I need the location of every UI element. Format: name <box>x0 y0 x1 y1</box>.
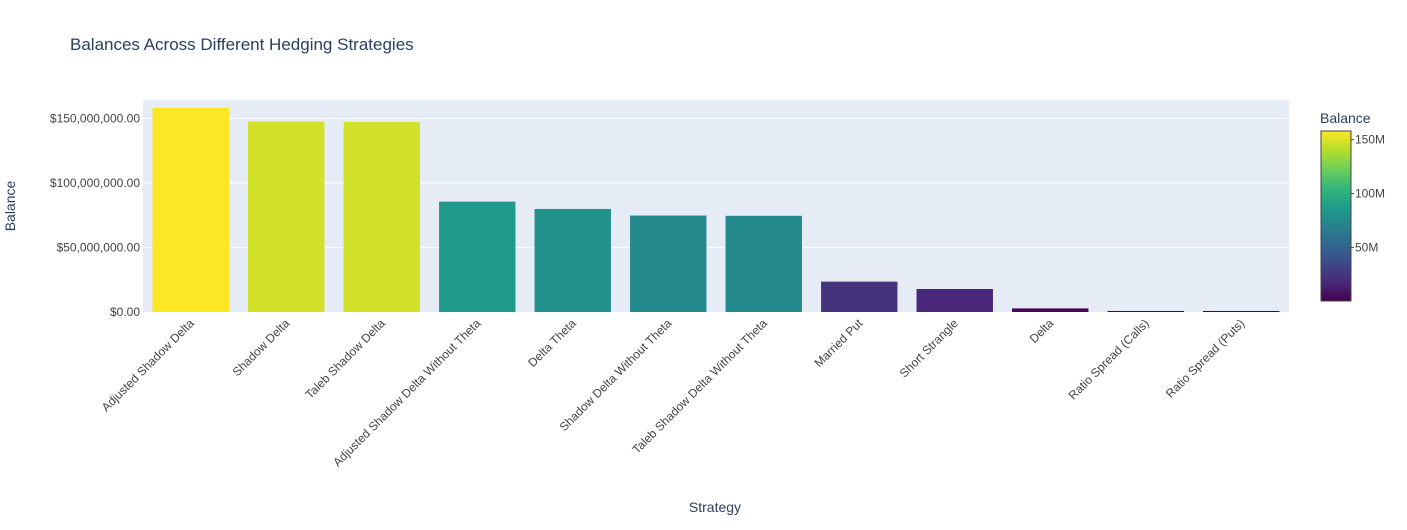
bar[interactable] <box>1012 308 1089 312</box>
bar[interactable] <box>1203 311 1280 312</box>
colorbar-tick-label: 50M <box>1355 240 1378 254</box>
x-tick-label: Delta Theta <box>525 316 579 370</box>
x-tick-label: Short Strangle <box>897 316 961 380</box>
y-tick-label: $0.00 <box>110 305 140 319</box>
x-tick-label: Ratio Spread (Puts) <box>1163 316 1247 400</box>
x-tick-label: Shadow Delta Without Theta <box>557 316 675 434</box>
y-tick-label: $100,000,000.00 <box>50 176 140 190</box>
colorbar: Balance 50M 100M 150M <box>1320 110 1385 302</box>
x-tick-label: Adjusted Shadow Delta Without Theta <box>330 316 483 469</box>
x-axis-title: Strategy <box>689 499 741 515</box>
bar[interactable] <box>725 215 802 312</box>
bar[interactable] <box>343 121 420 312</box>
colorbar-title: Balance <box>1320 110 1371 126</box>
x-tick-label: Married Put <box>812 316 866 370</box>
bar[interactable] <box>534 208 611 312</box>
bar[interactable] <box>152 108 229 312</box>
colorbar-gradient <box>1320 130 1352 302</box>
x-tick-label: Delta <box>1027 316 1057 346</box>
bar[interactable] <box>630 215 707 312</box>
x-tick-label: Taleb Shadow Delta <box>302 316 388 402</box>
bar[interactable] <box>1107 311 1184 312</box>
x-tick-label: Ratio Spread (Calls) <box>1066 316 1152 402</box>
grid-lines <box>143 117 1289 248</box>
colorbar-tick-labels: 50M 100M 150M <box>1351 133 1385 254</box>
x-tick-label: Shadow Delta <box>230 316 293 379</box>
x-tick-label: Adjusted Shadow Delta <box>99 316 197 414</box>
y-axis-title: Balance <box>2 180 18 231</box>
bar[interactable] <box>439 201 516 312</box>
plot-area <box>143 100 1289 312</box>
bar[interactable] <box>248 121 325 312</box>
colorbar-tick-label: 100M <box>1355 187 1385 201</box>
y-axis-tick-labels: $0.00 $50,000,000.00 $100,000,000.00 $150,0… <box>50 111 140 319</box>
y-tick-label: $50,000,000.00 <box>57 240 141 254</box>
bars <box>152 108 1280 312</box>
bar[interactable] <box>821 281 898 312</box>
colorbar-tick-label: 150M <box>1355 133 1385 147</box>
x-axis-tick-labels: Adjusted Shadow Delta Shadow Delta Taleb S… <box>99 316 1248 470</box>
chart-title: Balances Across Different Hedging Strate… <box>70 35 414 54</box>
y-tick-label: $150,000,000.00 <box>50 111 140 125</box>
bar[interactable] <box>916 289 993 312</box>
